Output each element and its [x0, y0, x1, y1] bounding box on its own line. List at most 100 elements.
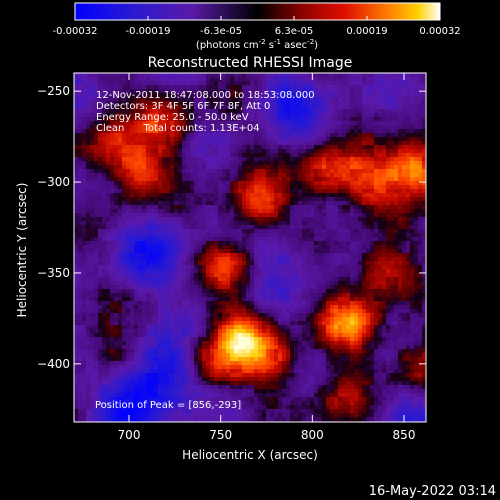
heatmap-cell: [414, 269, 419, 274]
heatmap-cell: [138, 253, 143, 258]
heatmap-cell: [270, 237, 275, 242]
heatmap-cell: [226, 281, 231, 286]
heatmap-cell: [350, 97, 355, 102]
heatmap-cell: [362, 129, 367, 134]
heatmap-cell: [86, 173, 91, 178]
heatmap-cell: [382, 289, 387, 294]
heatmap-cell: [226, 297, 231, 302]
heatmap-cell: [358, 97, 363, 102]
heatmap-cell: [182, 153, 187, 158]
heatmap-cell: [394, 141, 399, 146]
heatmap-cell: [382, 189, 387, 194]
heatmap-cell: [298, 273, 303, 278]
heatmap-cell: [306, 81, 311, 86]
heatmap-cell: [398, 177, 403, 182]
heatmap-cell: [94, 241, 99, 246]
heatmap-cell: [98, 129, 103, 134]
heatmap-cell: [118, 265, 123, 270]
heatmap-cell: [358, 165, 363, 170]
heatmap-cell: [410, 81, 415, 86]
heatmap-cell: [94, 189, 99, 194]
heatmap-cell: [142, 141, 147, 146]
heatmap-cell: [114, 209, 119, 214]
heatmap-cell: [134, 137, 139, 142]
heatmap-cell: [278, 173, 283, 178]
heatmap-cell: [302, 241, 307, 246]
heatmap-cell: [322, 121, 327, 126]
heatmap-cell: [170, 117, 175, 122]
heatmap-cell: [98, 125, 103, 130]
heatmap-cell: [98, 261, 103, 266]
heatmap-cell: [170, 297, 175, 302]
heatmap-cell: [198, 257, 203, 262]
heatmap-cell: [258, 165, 263, 170]
heatmap-cell: [254, 209, 259, 214]
heatmap-cell: [270, 209, 275, 214]
heatmap-cell: [186, 141, 191, 146]
colorbar-ticks: -0.00032 -0.00019 -6.3e-05 6.3e-05 0.00019 0.…: [53, 16, 461, 37]
heatmap-cell: [114, 249, 119, 254]
heatmap-cell: [350, 217, 355, 222]
heatmap-cell: [126, 157, 131, 162]
heatmap-cell: [246, 241, 251, 246]
heatmap-cell: [254, 225, 259, 230]
heatmap-cell: [190, 281, 195, 286]
heatmap-cell: [358, 221, 363, 226]
heatmap-cell: [314, 177, 319, 182]
heatmap-cell: [110, 241, 115, 246]
heatmap-cell: [158, 225, 163, 230]
heatmap-cell: [330, 233, 335, 238]
heatmap-cell: [94, 133, 99, 138]
heatmap-cell: [302, 253, 307, 258]
heatmap-cell: [290, 73, 295, 78]
colorbar-unit-label: (photons cm-2 s-1 asec-2): [196, 38, 318, 51]
heatmap-cell: [422, 197, 426, 202]
heatmap-cell: [162, 221, 167, 226]
heatmap-cell: [190, 221, 195, 226]
heatmap-cell: [222, 73, 227, 78]
heatmap-cell: [274, 181, 279, 186]
heatmap-cell: [222, 209, 227, 214]
heatmap-cell: [98, 89, 103, 94]
heatmap-cell: [138, 221, 143, 226]
heatmap-cell: [306, 185, 311, 190]
heatmap-cell: [302, 201, 307, 206]
heatmap-cell: [114, 297, 119, 302]
heatmap-cell: [134, 225, 139, 230]
heatmap-cell: [182, 253, 187, 258]
heatmap-cell: [194, 77, 199, 82]
heatmap-cell: [202, 229, 207, 234]
heatmap-cell: [226, 257, 231, 262]
heatmap-cell: [406, 241, 411, 246]
heatmap-cell: [198, 157, 203, 162]
heatmap-cell: [74, 153, 79, 158]
heatmap-cell: [422, 193, 426, 198]
heatmap-cell: [390, 217, 395, 222]
heatmap-cell: [254, 177, 259, 182]
heatmap-cell: [310, 161, 315, 166]
heatmap-cell: [254, 245, 259, 250]
heatmap-cell: [314, 145, 319, 150]
heatmap-cell: [326, 261, 331, 266]
heatmap-cell: [350, 157, 355, 162]
heatmap-cell: [234, 253, 239, 258]
heatmap-cell: [378, 169, 383, 174]
heatmap-cell: [102, 241, 107, 246]
heatmap-cell: [386, 149, 391, 154]
heatmap-cell: [154, 193, 159, 198]
heatmap-cell: [150, 249, 155, 254]
heatmap-cell: [126, 213, 131, 218]
heatmap-cell: [406, 273, 411, 278]
heatmap-cell: [194, 85, 199, 90]
heatmap-cell: [374, 173, 379, 178]
heatmap-cell: [278, 237, 283, 242]
heatmap-cell: [382, 257, 387, 262]
heatmap-cell: [142, 157, 147, 162]
heatmap-cell: [302, 157, 307, 162]
heatmap-cell: [202, 141, 207, 146]
heatmap-cell: [362, 193, 367, 198]
heatmap-cell: [178, 201, 183, 206]
heatmap-cell: [174, 221, 179, 226]
heatmap-cell: [130, 185, 135, 190]
heatmap-cell: [174, 161, 179, 166]
